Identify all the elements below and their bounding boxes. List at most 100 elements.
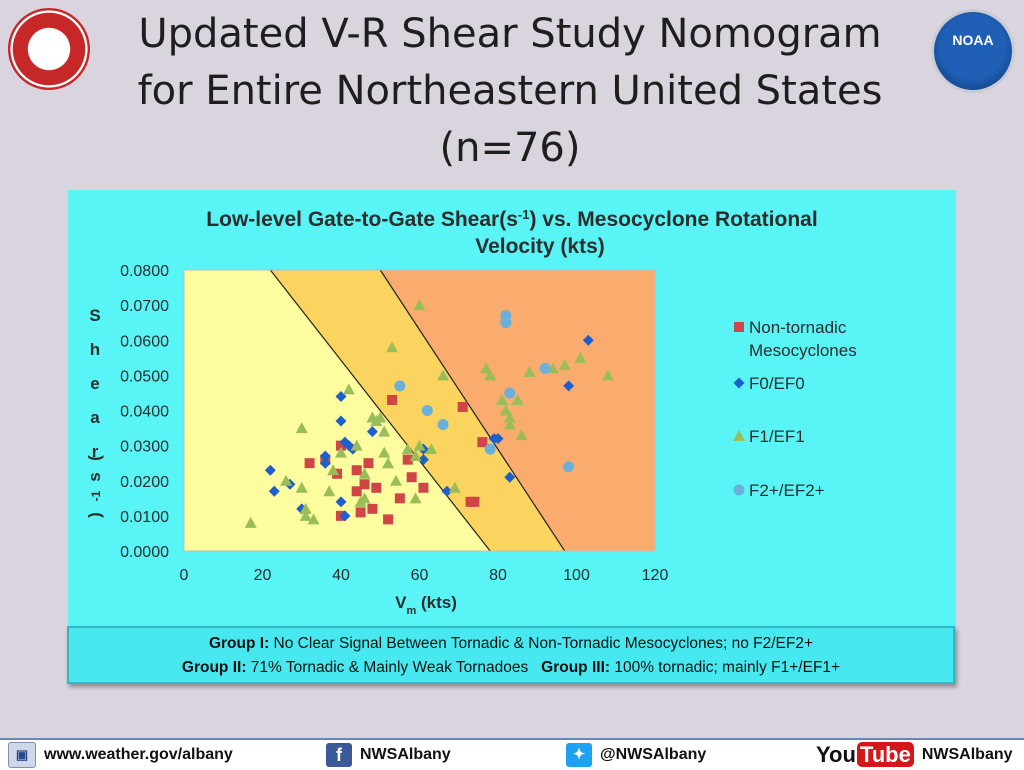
data-points [244,299,614,528]
legend-label: F2+/EF2+ [749,481,825,500]
website-link[interactable]: ▣ www.weather.gov/albany [8,742,233,768]
group-3-label: Group III: [541,659,611,676]
y-label-char: e [90,374,99,393]
website-text: www.weather.gov/albany [44,746,233,763]
y-tick-label: 0.0400 [120,404,169,421]
slide-title-line-1: Updated V-R Shear Study Nomogram [138,11,882,57]
triangle-data-point [515,429,528,441]
triangle-data-point [327,464,340,476]
square-data-point [371,482,382,493]
y-tick-label: 0.0700 [120,298,169,315]
square-data-point [406,472,417,483]
facebook-link[interactable]: f NWSAlbany [326,742,451,768]
triangle-data-point [378,446,391,458]
triangle-data-point [558,358,571,370]
y-tick-label: 0.0800 [120,263,169,280]
legend-marker [734,322,744,332]
triangle-data-point [437,369,450,381]
square-data-point [359,479,370,490]
boundary-line-1 [269,270,491,551]
youtube-link[interactable]: You Tube NWSAlbany [816,742,1013,768]
group-2-label: Group II: [181,659,247,676]
y-tick-label: 0.0000 [120,544,169,561]
youtube-logo-you: You [816,742,856,767]
circle-data-point [504,387,516,399]
triangle-data-point [323,485,336,497]
triangle-data-point [358,467,371,479]
triangle-data-point [413,299,426,311]
triangle-data-point [389,474,402,486]
caption-line-1: Group I: No Clear Signal Between Tornadi… [69,632,953,656]
y-label-unit-char: ) [85,512,104,518]
diamond-data-point [319,450,331,462]
triangle-data-point [299,502,312,514]
triangle-data-point [295,481,308,493]
legend: Non-tornadic Mesocyclones F0/EF0 F1/EF1 F2+/… [733,318,857,500]
triangle-data-point [409,492,422,504]
y-axis-label: Shear(s -1) [85,306,104,518]
circle-data-point [421,405,433,416]
triangle-data-point [295,422,308,434]
y-label-char: a [90,408,100,427]
y-label-char: r [92,442,99,461]
square-data-point [402,454,413,465]
twitter-link[interactable]: ✦ @NWSAlbany [566,742,706,768]
y-tick-label: 0.0500 [120,368,169,385]
y-label-char: h [90,340,100,359]
diamond-data-point [417,454,429,466]
square-data-point [477,437,488,448]
x-axis-ticks: 0 20 40 60 80 100 120 [180,567,669,584]
x-axis-label: Vm (kts) [395,593,457,617]
circle-data-point [437,419,449,431]
diamond-data-point [339,510,351,522]
chart-panel: Low-level Gate-to-Gate Shear(s-1) vs. Me… [68,190,956,628]
diamond-data-point [335,415,347,427]
triangle-data-point [448,481,461,493]
triangle-data-point [499,404,512,416]
square-data-point [351,486,362,497]
triangle-data-point [244,516,257,528]
y-axis-ticks: 0.0000 0.0100 0.0200 0.0300 0.0400 0.0500 0.06… [120,263,169,561]
group-3-text: 100% tornadic; mainly F1+/EF1+ [610,659,841,676]
facebook-text: NWSAlbany [360,746,451,763]
triangle-data-point [280,474,293,486]
youtube-icon: You Tube [816,742,914,767]
twitter-bird-icon: ✦ [566,743,592,767]
square-data-point [363,458,374,469]
youtube-text: NWSAlbany [921,746,1013,763]
triangle-data-point [374,411,387,423]
x-tick-label: 20 [254,567,272,584]
plot-regions [184,270,655,551]
triangle-data-point [425,443,438,455]
x-tick-label: 40 [332,567,350,584]
square-data-point [355,507,366,518]
scatter-chart: Low-level Gate-to-Gate Shear(s-1) vs. Me… [85,207,857,618]
region-group-2 [270,270,565,551]
x-tick-label: 60 [411,567,429,584]
y-tick-label: 0.0300 [120,439,169,456]
square-data-point [394,493,405,504]
triangle-data-point [299,509,312,521]
facebook-icon: f [326,743,352,767]
twitter-text: @NWSAlbany [600,746,707,763]
x-tick-label: 0 [180,567,189,584]
x-tick-label: 120 [642,567,669,584]
triangle-data-point [378,425,391,437]
diamond-data-point [335,496,347,508]
diamond-data-point [268,485,280,497]
triangle-data-point [401,443,414,455]
slide-title-line-3: (n=76) [439,125,581,171]
y-tick-label: 0.0200 [120,474,169,491]
y-label-unit-char: -1 [89,490,103,501]
triangle-data-point [409,450,422,462]
legend-label: F1/EF1 [749,427,805,446]
legend-label: Non-tornadic [749,318,847,337]
noaa-logo: NOAA [934,12,1012,90]
triangle-data-point [386,341,399,353]
diamond-data-point [366,426,378,438]
y-tick-label: 0.0600 [120,333,169,350]
triangle-data-point [307,513,320,525]
triangle-data-point [484,369,497,381]
caption-line-2: Group II: 71% Tornadic & Mainly Weak Tor… [69,656,953,680]
legend-label: F0/EF0 [749,374,805,393]
